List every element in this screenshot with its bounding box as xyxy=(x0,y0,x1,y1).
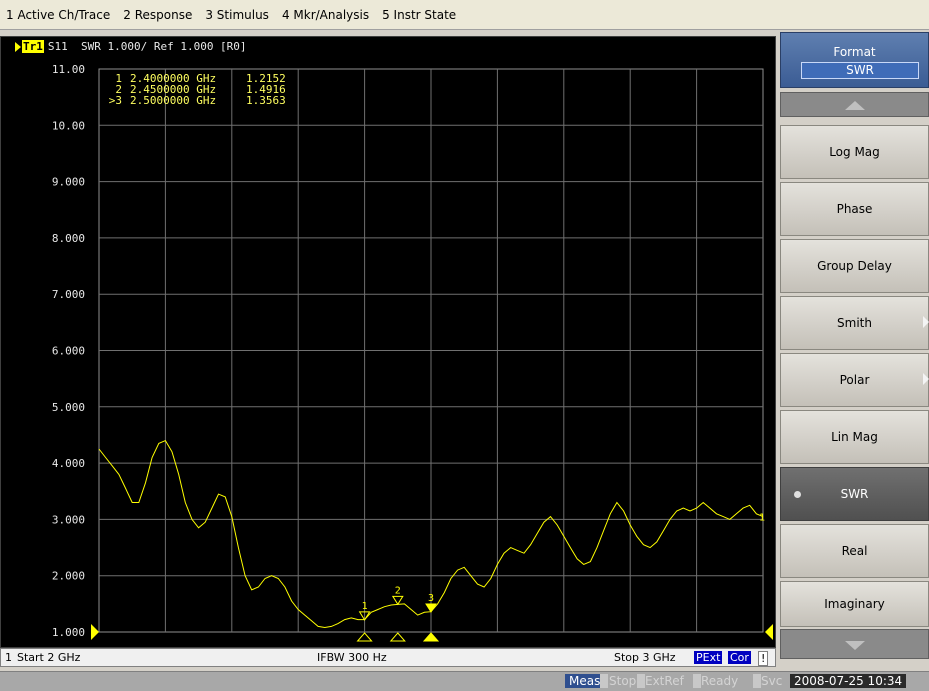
softkey-menu-title: Format xyxy=(833,45,876,59)
y-tick-label: 4.000 xyxy=(52,457,85,470)
submenu-arrow-icon xyxy=(923,316,929,328)
correction-badge: Cor xyxy=(728,651,751,664)
trace-header[interactable]: Tr1 S11 SWR 1.000/ Ref 1.000 [R0] xyxy=(15,40,247,53)
menu-active-ch-trace[interactable]: 1 Active Ch/Trace xyxy=(6,7,111,22)
softkey-phase[interactable]: Phase xyxy=(780,182,929,236)
port-extension-badge: PExt xyxy=(694,651,723,664)
marker-frequency: 2.4500000 GHz xyxy=(130,83,217,96)
y-tick-label: 8.000 xyxy=(52,232,85,245)
marker-triangle-icon xyxy=(358,611,371,621)
marker-row: 1 2.4000000 GHz 1.2152 xyxy=(104,73,306,84)
marker-id: >3 xyxy=(108,94,122,107)
y-tick-label: 9.000 xyxy=(52,176,85,189)
status-separator xyxy=(693,674,701,688)
marker-stimulus-indicator-icon xyxy=(356,632,373,642)
marker-label: 3 xyxy=(428,593,434,604)
current-format-display: SWR xyxy=(801,62,919,79)
menu-response[interactable]: 2 Response xyxy=(123,7,193,22)
status-svc: Svc xyxy=(761,674,783,688)
softkey-panel: Format SWR Log Mag Phase Group Delay Smi… xyxy=(777,30,929,662)
warning-badge: ! xyxy=(758,651,769,666)
marker-triangle-icon xyxy=(391,595,404,606)
softkey-group-delay[interactable]: Group Delay xyxy=(780,239,929,293)
softkey-label: Smith xyxy=(837,316,872,330)
ifbw-value[interactable]: IFBW 300 Hz xyxy=(317,651,387,664)
softkey-lin-mag[interactable]: Lin Mag xyxy=(780,410,929,464)
y-tick-label: 1.000 xyxy=(52,626,85,639)
submenu-arrow-icon xyxy=(923,373,929,385)
status-line: Meas Stop ExtRef Ready Svc 2008-07-25 10… xyxy=(0,671,929,691)
status-separator xyxy=(600,674,608,688)
softkey-label: SWR xyxy=(840,487,869,501)
marker-id: 1 xyxy=(115,72,122,85)
selected-radio-icon xyxy=(794,491,801,498)
softkey-title: Format SWR xyxy=(780,32,929,88)
marker-stimulus-indicator-icon xyxy=(422,632,440,642)
channel-number[interactable]: 1 xyxy=(5,651,12,664)
status-extref: ExtRef xyxy=(645,674,684,688)
status-ready: Ready xyxy=(701,674,739,688)
y-tick-label: 2.000 xyxy=(52,570,85,583)
softkey-log-mag[interactable]: Log Mag xyxy=(780,125,929,179)
softkey-label: Real xyxy=(841,544,868,558)
softkey-scroll-up-button[interactable] xyxy=(780,92,929,117)
softkey-label: Imaginary xyxy=(824,597,885,611)
softkey-label: Phase xyxy=(836,202,873,216)
marker-row: >3 2.5000000 GHz 1.3563 xyxy=(104,95,306,106)
y-tick-label: 11.00 xyxy=(52,63,85,76)
marker-frequency: 2.4000000 GHz xyxy=(130,72,217,85)
softkey-swr[interactable]: SWR xyxy=(780,467,929,521)
trace-header-text: S11 SWR 1.000/ Ref 1.000 [R0] xyxy=(47,40,247,53)
marker-label: 1 xyxy=(362,601,368,612)
menu-stimulus[interactable]: 3 Stimulus xyxy=(205,7,269,22)
marker-value: 1.3563 xyxy=(246,94,286,107)
chevron-up-icon xyxy=(845,101,865,110)
softkey-label: Lin Mag xyxy=(831,430,878,444)
trace-badge[interactable]: Tr1 xyxy=(22,40,44,53)
menu-bar: 1 Active Ch/Trace 2 Response 3 Stimulus … xyxy=(0,0,929,30)
softkey-real[interactable]: Real xyxy=(780,524,929,578)
softkey-label: Group Delay xyxy=(817,259,892,273)
marker-row: 2 2.4500000 GHz 1.4916 xyxy=(104,84,306,95)
y-tick-label: 7.000 xyxy=(52,288,85,301)
softkey-label: Log Mag xyxy=(829,145,880,159)
reference-left-arrow-icon xyxy=(91,624,99,640)
swr-chart: 11.00 10.00 9.000 8.000 7.000 6.000 5.000 4.000… xyxy=(52,63,773,642)
marker-value: 1.2152 xyxy=(246,72,286,85)
trace-end-label: 1 xyxy=(759,513,765,524)
marker-frequency: 2.5000000 GHz xyxy=(130,94,217,107)
marker-value: 1.4916 xyxy=(246,83,286,96)
softkey-scroll-down-button[interactable] xyxy=(780,629,929,659)
softkey-polar[interactable]: Polar xyxy=(780,353,929,407)
y-tick-label: 3.000 xyxy=(52,513,85,526)
marker-triangle-icon xyxy=(425,603,437,613)
status-datetime: 2008-07-25 10:34 xyxy=(790,674,907,688)
marker-table: 1 2.4000000 GHz 1.2152 2 2.4500000 GHz 1… xyxy=(104,73,306,106)
status-meas: Meas xyxy=(565,674,605,688)
chevron-down-icon xyxy=(845,641,865,650)
menu-mkr-analysis[interactable]: 4 Mkr/Analysis xyxy=(281,7,370,22)
status-separator xyxy=(637,674,645,688)
active-trace-arrow-icon xyxy=(15,41,21,52)
stimulus-bar: 1 Start 2 GHz IFBW 300 Hz Stop 3 GHz PEx… xyxy=(0,648,776,667)
reference-right-arrow-icon xyxy=(765,624,773,640)
marker-id: 2 xyxy=(115,83,122,96)
marker-stimulus-indicator-icon xyxy=(389,632,406,642)
softkey-label: Polar xyxy=(839,373,870,387)
status-separator xyxy=(753,674,761,688)
marker-label: 2 xyxy=(395,585,401,596)
status-stop: Stop xyxy=(609,674,637,688)
y-tick-label: 5.000 xyxy=(52,401,85,414)
menu-instr-state[interactable]: 5 Instr State xyxy=(382,7,457,22)
softkey-imaginary[interactable]: Imaginary xyxy=(780,581,929,627)
stop-frequency[interactable]: Stop 3 GHz xyxy=(614,651,676,664)
start-frequency[interactable]: Start 2 GHz xyxy=(17,651,81,664)
y-tick-label: 6.000 xyxy=(52,345,85,358)
trace-plot[interactable]: 11.00 10.00 9.000 8.000 7.000 6.000 5.000 4.000… xyxy=(0,36,776,648)
softkey-smith[interactable]: Smith xyxy=(780,296,929,350)
y-tick-label: 10.00 xyxy=(52,119,85,132)
